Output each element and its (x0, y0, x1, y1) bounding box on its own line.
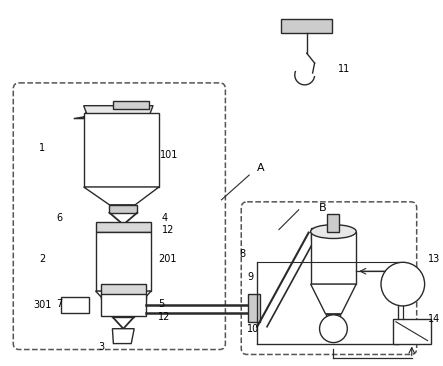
Text: 12: 12 (162, 225, 175, 235)
Bar (113, 101, 149, 109)
Polygon shape (311, 284, 356, 314)
Text: 8: 8 (239, 249, 245, 259)
Polygon shape (74, 106, 152, 119)
Circle shape (319, 315, 347, 343)
Text: 12: 12 (158, 312, 171, 322)
Bar (393, 319, 431, 344)
Text: 201: 201 (158, 254, 176, 264)
Text: 9: 9 (247, 272, 253, 282)
Text: 10: 10 (247, 324, 260, 334)
Text: 301: 301 (33, 300, 51, 310)
Ellipse shape (311, 225, 356, 239)
Bar (326, 314, 340, 322)
Text: 2: 2 (39, 254, 45, 264)
Bar (311, 232, 356, 284)
Polygon shape (84, 106, 153, 119)
Bar (101, 294, 146, 316)
Text: 3: 3 (98, 341, 105, 352)
Bar (257, 262, 398, 344)
Bar (96, 232, 151, 291)
Text: A: A (257, 163, 265, 173)
Bar (61, 297, 89, 313)
Polygon shape (113, 329, 134, 344)
Text: 5: 5 (158, 299, 164, 309)
Text: 101: 101 (160, 150, 179, 160)
Bar (84, 113, 159, 187)
Text: 6: 6 (56, 213, 62, 223)
Text: B: B (319, 203, 326, 213)
Bar (281, 19, 332, 33)
Bar (96, 222, 151, 232)
Bar (101, 284, 146, 299)
Circle shape (381, 262, 425, 306)
Text: 7: 7 (56, 299, 62, 309)
Text: 14: 14 (427, 314, 440, 324)
Text: 13: 13 (427, 254, 440, 264)
Text: 4: 4 (162, 213, 168, 223)
Bar (311, 228, 323, 239)
Text: 11: 11 (338, 64, 351, 74)
Text: 1: 1 (39, 143, 45, 153)
Bar (327, 214, 339, 232)
Bar (113, 309, 134, 317)
Polygon shape (84, 187, 159, 205)
Bar (109, 205, 137, 213)
Bar (248, 294, 260, 322)
Polygon shape (96, 291, 151, 309)
